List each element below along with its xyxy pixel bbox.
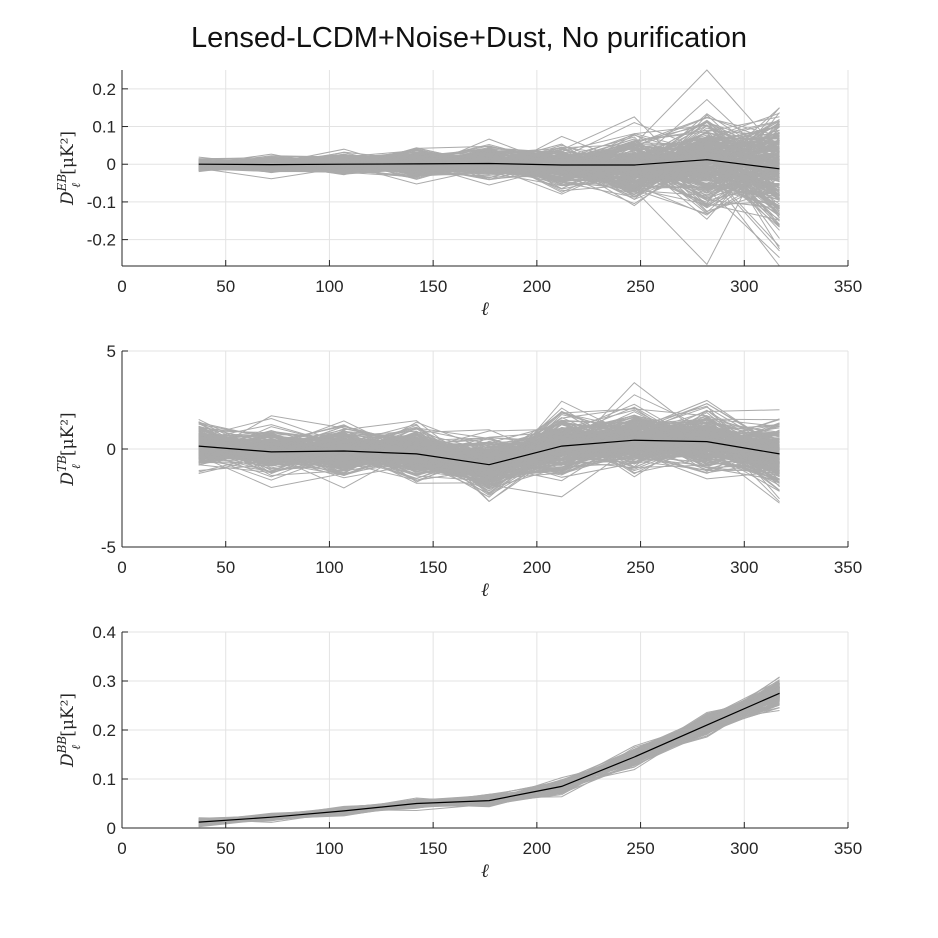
realization-line bbox=[198, 427, 780, 483]
y-tick-label: 0 bbox=[107, 440, 116, 459]
realization-line bbox=[198, 157, 780, 209]
realization-line bbox=[198, 409, 780, 468]
mean-line-eb bbox=[198, 159, 780, 170]
y-tick-label: 0 bbox=[107, 155, 116, 174]
y-tick-label: 0 bbox=[107, 819, 116, 838]
realization-line bbox=[198, 422, 780, 464]
panel-bb: 0 50 100 150 200 250 300 350 0 0.1 0.2 0.3 0.4 ℓ DBBℓ[… bbox=[55, 623, 862, 882]
y-tick-label: 0.1 bbox=[92, 118, 116, 137]
y-tick-label: -0.1 bbox=[87, 193, 116, 212]
panel-eb: 0 50 100 150 200 250 300 350 -0.2 -0.1 0 0.1 0.2 ℓ DEB… bbox=[55, 69, 862, 320]
realization-line bbox=[198, 69, 780, 174]
x-tick-label: 350 bbox=[834, 558, 862, 577]
realizations-bb bbox=[198, 676, 780, 828]
realization-line bbox=[198, 695, 780, 823]
y-tick-label: 0.1 bbox=[92, 770, 116, 789]
x-tick-label: 300 bbox=[730, 558, 758, 577]
x-tick-label: 150 bbox=[419, 277, 447, 296]
x-tick-label: 250 bbox=[626, 277, 654, 296]
x-tick-label: 0 bbox=[117, 277, 126, 296]
x-tick-label: 100 bbox=[315, 558, 343, 577]
y-tick-label: 0.2 bbox=[92, 721, 116, 740]
y-tick-label: -5 bbox=[101, 538, 116, 557]
realization-line bbox=[198, 422, 780, 503]
realization-line bbox=[198, 146, 780, 213]
x-axis-label: ℓ bbox=[481, 298, 489, 320]
x-tick-label: 250 bbox=[626, 839, 654, 858]
x-tick-label: 250 bbox=[626, 558, 654, 577]
x-tick-label: 50 bbox=[216, 839, 235, 858]
realization-line bbox=[198, 405, 780, 488]
realization-line bbox=[198, 427, 780, 480]
mean-line-bb bbox=[198, 692, 780, 823]
x-tick-label: 150 bbox=[419, 839, 447, 858]
y-tick-label: 0.2 bbox=[92, 80, 116, 99]
realizations-eb bbox=[198, 69, 780, 267]
x-tick-label: 200 bbox=[523, 277, 551, 296]
x-tick-label: 300 bbox=[730, 277, 758, 296]
x-axis-label: ℓ bbox=[481, 579, 489, 601]
x-tick-label: 50 bbox=[216, 558, 235, 577]
x-tick-label: 200 bbox=[523, 839, 551, 858]
x-tick-label: 100 bbox=[315, 839, 343, 858]
x-tick-label: 50 bbox=[216, 277, 235, 296]
y-axis-label: DBBℓ[μK²] bbox=[55, 693, 83, 768]
x-tick-label: 0 bbox=[117, 839, 126, 858]
x-tick-label: 350 bbox=[834, 277, 862, 296]
figure-title: Lensed-LCDM+Noise+Dust, No purification bbox=[190, 22, 748, 54]
x-tick-label: 200 bbox=[523, 558, 551, 577]
realization-line bbox=[198, 156, 780, 196]
realization-line bbox=[198, 421, 780, 468]
realizations-tb bbox=[198, 382, 780, 504]
y-tick-label: 0.3 bbox=[92, 672, 116, 691]
x-tick-label: 150 bbox=[419, 558, 447, 577]
x-tick-label: 100 bbox=[315, 277, 343, 296]
realization-line bbox=[198, 121, 780, 190]
x-tick-label: 0 bbox=[117, 558, 126, 577]
y-tick-label: 5 bbox=[107, 342, 116, 361]
y-tick-label: -0.2 bbox=[87, 231, 116, 250]
x-tick-label: 350 bbox=[834, 839, 862, 858]
mean-line-tb bbox=[198, 439, 780, 466]
realization-line bbox=[198, 437, 780, 474]
y-axis-label: DTBℓ[μK²] bbox=[55, 412, 83, 486]
x-axis-label: ℓ bbox=[481, 860, 489, 882]
y-axis-label: DEBℓ[μK²] bbox=[55, 131, 83, 206]
y-tick-label: 0.4 bbox=[92, 623, 116, 642]
realization-line bbox=[198, 412, 780, 478]
realization-line bbox=[198, 695, 780, 823]
realization-line bbox=[198, 430, 780, 462]
x-tick-label: 300 bbox=[730, 839, 758, 858]
